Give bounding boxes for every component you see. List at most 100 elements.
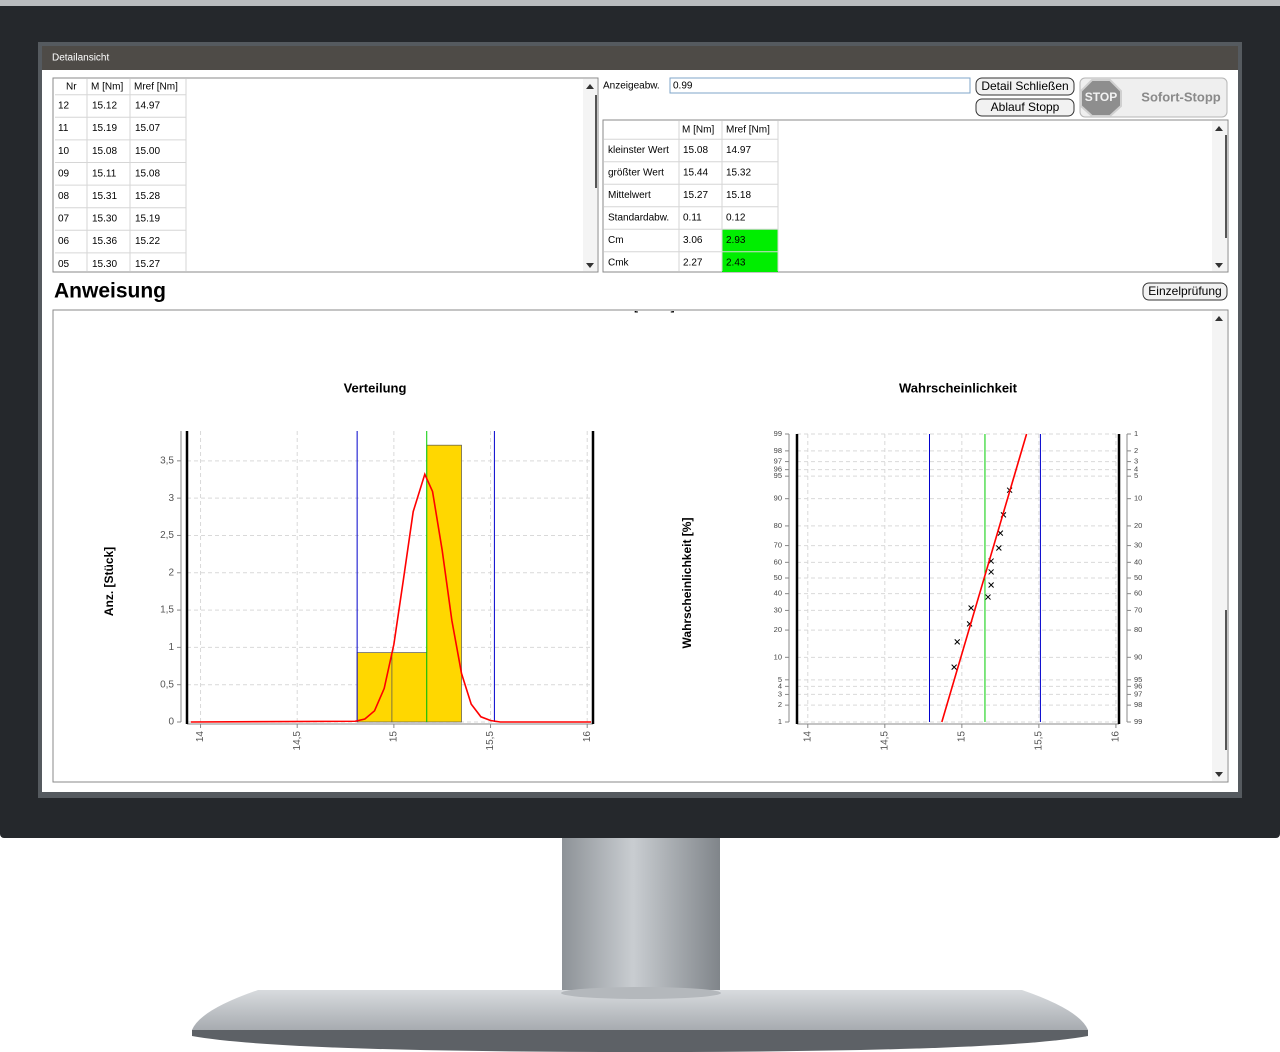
data-point — [968, 605, 974, 611]
data-point — [988, 569, 994, 575]
column-header: Nr — [66, 82, 77, 93]
statistics-table-content: M [Nm] Mref [Nm] kleinster Wert 15.08 14.97 g… — [604, 121, 779, 271]
table-cell: 0.12 — [726, 213, 746, 224]
table-cell: 15.44 — [683, 168, 708, 179]
emergency-stop-button[interactable]: STOP Sofort-Stopp — [1079, 77, 1228, 118]
y-axis-label: Wahrscheinlichkeit [%] — [680, 518, 694, 649]
button-label[interactable]: Einzelprüfung — [1148, 284, 1221, 298]
y2-tick-label: 1 — [1134, 429, 1138, 438]
table-cell: 07 — [58, 214, 70, 225]
y-tick-label: 1,5 — [160, 605, 174, 616]
button[interactable]: Detail Schließen — [975, 77, 1075, 96]
y-tick-label: 1 — [168, 642, 174, 653]
y-tick-label: 0,5 — [160, 679, 174, 690]
y2-tick-label: 30 — [1134, 541, 1142, 550]
x-tick-label: 15 — [956, 731, 967, 743]
table-cell: 15.00 — [135, 146, 160, 157]
table-cell: 15.27 — [135, 259, 160, 270]
x-tick-label: 16 — [1111, 731, 1122, 743]
x-tick-label: 14 — [802, 731, 813, 743]
column-header: M [Nm] — [91, 82, 123, 93]
table-cell: 15.19 — [92, 123, 117, 134]
button-label[interactable]: Detail Schließen — [981, 79, 1068, 93]
y2-tick-label: 50 — [1134, 573, 1142, 582]
table-cell: kleinster Wert — [608, 145, 669, 156]
table-cell: 2.93 — [726, 235, 746, 246]
measurement-table-content: Nr M [Nm] Mref [Nm] 12 15.12 14.97 11 15.19 15.0… — [55, 79, 187, 271]
table-cell: 15.18 — [726, 190, 751, 201]
stop-sign-label[interactable]: STOP — [1085, 90, 1117, 104]
table-cell: 15.36 — [92, 236, 117, 247]
y-tick-label: 3,5 — [160, 455, 174, 466]
y2-tick-label: 99 — [1134, 717, 1142, 726]
chart-panel — [52, 309, 1229, 783]
scrollbar[interactable] — [583, 79, 597, 271]
y-tick-label: 70 — [774, 541, 782, 550]
table-cell: 15.28 — [135, 191, 160, 202]
y-tick-label: 20 — [774, 625, 782, 634]
x-tick-label: 14,5 — [292, 731, 303, 751]
button-label[interactable]: Sofort-Stopp — [1141, 89, 1220, 104]
curve — [190, 472, 592, 723]
y2-tick-label: 3 — [1134, 457, 1138, 466]
table-cell: 06 — [58, 236, 70, 247]
input-value[interactable]: 0.99 — [673, 81, 693, 92]
y-tick-label: 4 — [778, 681, 782, 690]
y-tick-label: 95 — [774, 471, 782, 480]
table-cell: Standardabw. — [608, 213, 669, 224]
table-cell: 08 — [58, 191, 70, 202]
scrollbar[interactable] — [1212, 121, 1227, 271]
table-cell: 15.19 — [135, 214, 160, 225]
table-cell: 2.43 — [726, 258, 746, 269]
button-label[interactable]: Ablauf Stopp — [991, 100, 1060, 114]
y2-tick-label: 90 — [1134, 652, 1142, 661]
data-point — [985, 594, 991, 600]
table-cell: 15.11 — [92, 168, 117, 179]
text-input[interactable] — [669, 77, 971, 94]
button[interactable]: Ablauf Stopp — [975, 98, 1075, 117]
y-tick-label: 97 — [774, 457, 782, 466]
table-cell: 15.30 — [92, 259, 117, 270]
table-cell: 15.07 — [135, 123, 160, 134]
y-tick-label: 3 — [778, 689, 782, 698]
measurement-table — [52, 77, 599, 273]
table-cell: 15.12 — [92, 101, 117, 112]
field-label: Anzeigeabw. — [603, 81, 660, 92]
y-tick-label: 60 — [774, 557, 782, 566]
title-bar — [42, 46, 1238, 70]
x-tick-label: 14,5 — [879, 731, 890, 751]
button[interactable]: Einzelprüfung — [1142, 282, 1228, 301]
monitor-stand — [192, 836, 1088, 1052]
x-tick-label: 14 — [195, 731, 206, 743]
x-tick-label: 15,5 — [1034, 731, 1045, 751]
data-point — [995, 545, 1002, 551]
table-cell: Cmk — [608, 258, 630, 269]
table-cell: 15.08 — [683, 145, 708, 156]
histogram-bar — [391, 652, 428, 723]
histogram-bar — [426, 444, 462, 723]
table-cell: 14.97 — [135, 101, 160, 112]
scrollbar[interactable] — [1212, 311, 1227, 781]
y-tick-label: 96 — [774, 465, 782, 474]
y2-tick-label: 95 — [1134, 675, 1142, 684]
x-tick-label: 15 — [389, 731, 400, 743]
y-tick-label: 98 — [774, 446, 782, 455]
window-title: Detailansicht — [52, 53, 109, 64]
data-point — [988, 582, 994, 588]
table-cell: 10 — [58, 146, 70, 157]
table-cell: 2.27 — [683, 258, 703, 269]
y-tick-label: 40 — [774, 589, 782, 598]
y-tick-label: 2 — [778, 700, 782, 709]
chart-title: Verteilung — [344, 380, 407, 395]
x-tick-label: 16 — [582, 731, 593, 743]
curve — [941, 433, 1028, 723]
y2-tick-label: 2 — [1134, 446, 1138, 455]
y2-tick-label: 96 — [1134, 681, 1142, 690]
table-cell: Cm — [608, 235, 624, 246]
highlight-cells — [722, 229, 778, 272]
y2-tick-label: 5 — [1134, 471, 1138, 480]
y-tick-label: 3 — [168, 493, 174, 504]
y-tick-label: 50 — [774, 573, 782, 582]
